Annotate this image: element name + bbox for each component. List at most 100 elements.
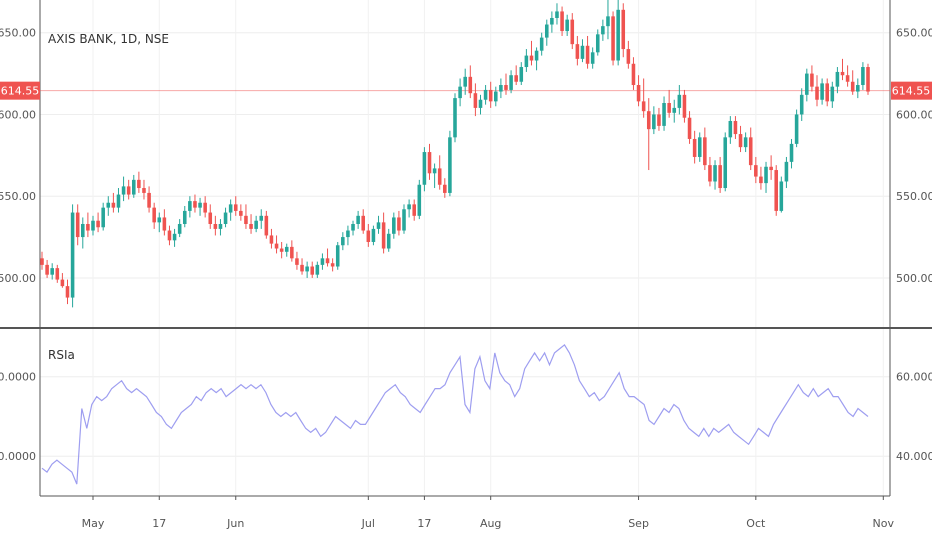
candle-body-71 <box>402 209 406 231</box>
x-tick-label-5: Aug <box>480 517 501 530</box>
candle-148 <box>794 109 799 148</box>
candle-94 <box>519 62 524 86</box>
candle-body-137 <box>738 134 743 148</box>
candle-3 <box>55 264 60 283</box>
candle-93 <box>514 65 518 86</box>
candle-body-44 <box>264 215 269 236</box>
candle-107 <box>585 35 590 69</box>
candle-body-30 <box>193 201 197 208</box>
candle-117 <box>636 75 641 107</box>
candle-14 <box>111 192 116 213</box>
candle-body-80 <box>448 137 452 193</box>
candle-147 <box>789 138 794 169</box>
candle-92 <box>509 70 513 94</box>
x-tick-label-2: Jun <box>226 517 244 530</box>
candle-153 <box>820 78 824 105</box>
candle-body-1 <box>45 264 49 275</box>
candle-143 <box>769 155 773 180</box>
candle-141 <box>759 166 763 190</box>
candle-158 <box>845 65 850 87</box>
candle-body-114 <box>621 9 626 50</box>
candle-body-156 <box>835 71 840 87</box>
candle-96 <box>529 40 534 66</box>
candle-body-130 <box>703 137 707 166</box>
candle-110 <box>601 19 605 41</box>
candle-54 <box>315 261 320 278</box>
candle-body-148 <box>794 114 799 144</box>
price-tick-right-3: 500.00 <box>896 272 932 285</box>
candle-body-41 <box>249 223 253 229</box>
candle-97 <box>534 47 539 71</box>
candle-33 <box>208 204 213 229</box>
candle-90 <box>499 78 503 99</box>
candle-body-28 <box>182 210 187 224</box>
x-tick-label-1: 17 <box>152 517 166 530</box>
candle-body-136 <box>733 120 738 135</box>
candle-body-53 <box>310 266 315 275</box>
candle-body-143 <box>769 166 773 171</box>
candle-body-78 <box>437 168 442 185</box>
candle-139 <box>748 127 753 171</box>
last-price-label-right: 614.55 <box>892 85 931 98</box>
last-price-tag-right <box>891 81 932 100</box>
candle-65 <box>371 225 376 246</box>
candle-162 <box>866 63 870 95</box>
candle-66 <box>376 215 381 234</box>
candle-body-90 <box>499 85 503 92</box>
candle-84 <box>468 65 473 99</box>
candle-71 <box>402 204 406 234</box>
candle-18 <box>131 174 136 198</box>
candle-32 <box>203 196 207 218</box>
candle-body-46 <box>274 243 279 249</box>
candle-10 <box>91 215 95 236</box>
candle-body-139 <box>748 137 753 166</box>
candle-body-51 <box>300 264 304 272</box>
candle-body-2 <box>50 268 54 275</box>
candle-body-94 <box>519 67 524 82</box>
candle-86 <box>478 94 483 115</box>
candle-102 <box>560 6 564 36</box>
candle-57 <box>330 258 335 272</box>
candle-body-72 <box>407 204 411 210</box>
candle-body-149 <box>799 94 804 115</box>
candle-134 <box>723 132 728 192</box>
candle-body-119 <box>646 111 651 130</box>
candle-body-109 <box>595 34 600 53</box>
candle-body-88 <box>488 89 493 102</box>
candle-body-29 <box>188 201 192 211</box>
candle-body-12 <box>101 207 105 228</box>
candle-20 <box>142 179 146 200</box>
candle-26 <box>172 228 177 247</box>
candle-114 <box>621 3 626 58</box>
candle-body-82 <box>458 86 462 99</box>
candle-body-48 <box>284 246 289 252</box>
candle-46 <box>274 235 279 254</box>
candle-122 <box>662 96 666 131</box>
candle-39 <box>239 204 243 221</box>
candle-body-134 <box>723 137 728 189</box>
candle-75 <box>422 147 427 192</box>
candle-body-97 <box>534 50 539 61</box>
candle-17 <box>126 179 131 200</box>
x-tick-label-8: Nov <box>873 517 895 530</box>
candle-108 <box>590 47 595 69</box>
candle-body-23 <box>157 217 162 223</box>
candle-body-122 <box>662 103 666 126</box>
candle-body-103 <box>565 19 569 32</box>
candle-52 <box>305 261 309 278</box>
candle-80 <box>448 130 452 197</box>
candle-body-144 <box>774 170 779 211</box>
candle-129 <box>697 132 702 162</box>
candle-body-81 <box>453 98 457 138</box>
candle-body-100 <box>550 17 554 25</box>
chart-title: AXIS BANK, 1D, NSE <box>48 32 169 46</box>
candle-body-121 <box>657 114 661 126</box>
candle-body-42 <box>254 220 258 229</box>
candle-157 <box>840 58 845 81</box>
candle-body-124 <box>672 107 677 113</box>
candle-body-43 <box>259 215 264 221</box>
candle-149 <box>799 88 804 121</box>
candle-82 <box>458 78 462 107</box>
candle-85 <box>473 83 478 117</box>
candle-body-118 <box>641 101 646 112</box>
